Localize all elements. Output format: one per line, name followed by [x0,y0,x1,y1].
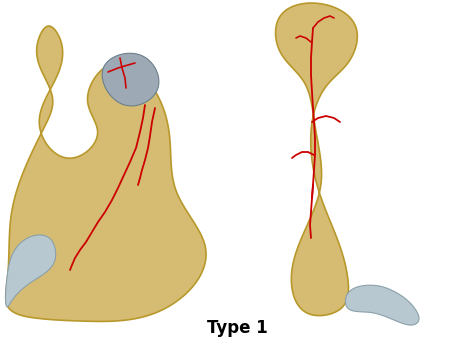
Text: Type 1: Type 1 [207,319,267,337]
Polygon shape [275,3,357,316]
Polygon shape [6,235,56,307]
Polygon shape [346,285,419,325]
Polygon shape [102,53,159,106]
Polygon shape [6,26,206,321]
